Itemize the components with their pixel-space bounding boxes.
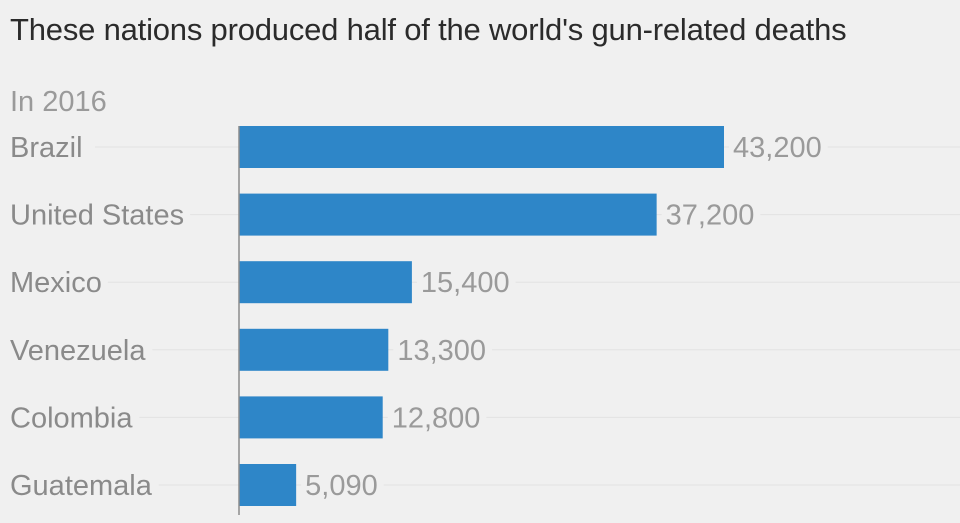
value-label-background [416, 267, 516, 300]
bar-colombia [239, 396, 383, 439]
bar-mexico [239, 261, 412, 304]
value-labels: 43,200 37,200 15,400 13,300 12,800 5,090 [301, 132, 828, 502]
category-labels: Brazil United States Mexico Venezuela Colomb… [8, 132, 191, 502]
value-label-colombia: 12,800 [392, 402, 481, 434]
category-label-brazil: Brazil [10, 132, 83, 164]
value-label-united-states: 37,200 [666, 200, 755, 232]
value-label-background [387, 402, 487, 435]
category-label-guatemala: Guatemala [10, 470, 153, 502]
chart-title: These nations produced half of the world… [10, 12, 847, 47]
value-label-guatemala: 5,090 [305, 470, 378, 502]
category-label-background [8, 132, 89, 164]
category-label-background [8, 470, 159, 502]
bar-guatemala [239, 464, 297, 506]
category-label-background [8, 267, 108, 300]
value-label-background [393, 334, 493, 367]
chart-subtitle: In 2016 [10, 86, 107, 118]
bars [239, 126, 724, 506]
category-label-background [8, 334, 153, 367]
category-label-background [8, 199, 191, 232]
category-label-mexico: Mexico [10, 267, 102, 299]
value-label-background [729, 132, 828, 164]
category-label-colombia: Colombia [10, 402, 133, 434]
category-label-united-states: United States [10, 200, 184, 232]
value-label-venezuela: 13,300 [397, 335, 486, 367]
bar-united-states [239, 193, 657, 236]
value-label-background [301, 470, 384, 502]
value-label-background [661, 199, 761, 232]
category-label-venezuela: Venezuela [10, 335, 146, 367]
bar-brazil [239, 126, 724, 168]
value-label-brazil: 43,200 [733, 132, 822, 164]
category-label-background [8, 402, 140, 435]
bar-venezuela [239, 328, 389, 371]
value-label-mexico: 15,400 [421, 267, 510, 299]
